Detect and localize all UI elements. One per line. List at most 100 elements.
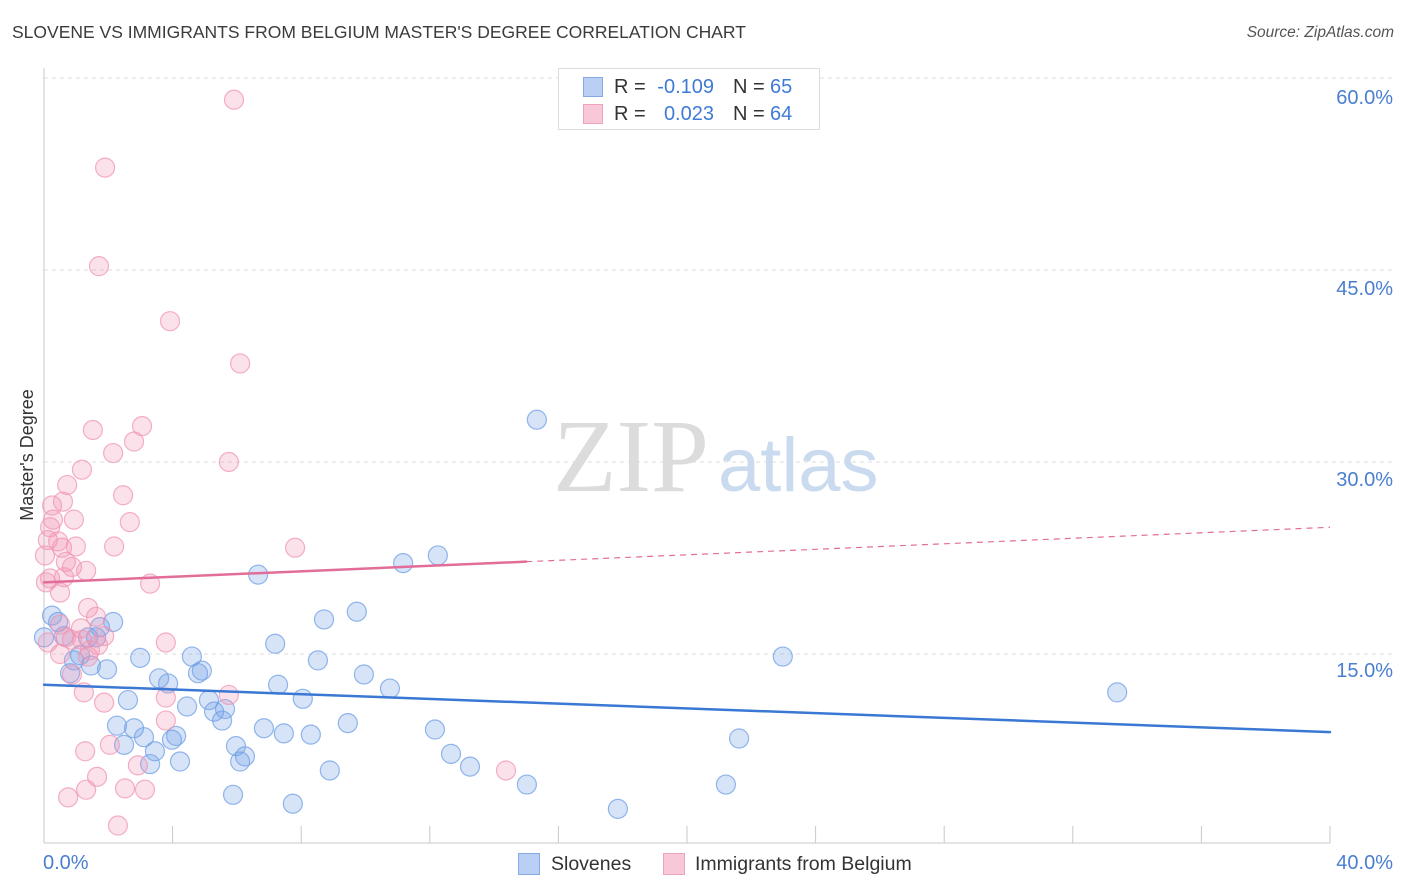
immigrants-from-belgium-point — [218, 451, 239, 473]
slovenes-point — [459, 756, 481, 777]
slovenes-point — [267, 674, 289, 695]
immigrants-from-belgium-point — [284, 537, 306, 558]
slovenes-point — [222, 784, 244, 805]
slovenes-point — [516, 774, 537, 795]
slovenes-point — [440, 743, 462, 764]
y-axis-label: Master's Degree — [17, 389, 37, 520]
immigrants-from-belgium-point — [57, 474, 78, 496]
chart-frame — [43, 68, 1392, 844]
belgium-legend-swatch — [663, 853, 685, 875]
immigrants-from-belgium-point — [119, 512, 140, 533]
immigrants-from-belgium-point — [73, 682, 94, 703]
slovenes-point — [282, 793, 303, 814]
slovenes-point — [117, 689, 139, 711]
immigrants-from-belgium-point — [99, 734, 121, 755]
belgium-r-value: 0.023 — [663, 103, 714, 125]
immigrants-from-belgium-point — [155, 710, 176, 731]
slovenes-point — [346, 601, 367, 622]
immigrants-from-belgium-point — [223, 89, 245, 110]
slovenes-n-value: 65 — [770, 76, 793, 98]
immigrants-from-belgium-point — [107, 815, 129, 836]
immigrants-from-belgium-point — [34, 545, 56, 566]
chart-source: Source: ZipAtlas.com — [1246, 24, 1394, 41]
immigrants-from-belgium-point — [86, 766, 108, 787]
slovenes-point — [169, 751, 191, 772]
slovenes-point — [526, 409, 547, 430]
immigrants-from-belgium-point — [76, 560, 97, 581]
slovenes-point — [393, 553, 414, 574]
slovenes-point — [144, 741, 166, 762]
slovenes-point — [379, 678, 401, 699]
immigrants-from-belgium-point — [94, 157, 116, 178]
slovenes-point — [133, 727, 155, 748]
slovenes-point — [176, 696, 198, 717]
immigrants-from-belgium-point — [112, 485, 134, 506]
immigrants-from-belgium-point — [42, 509, 64, 530]
immigrants-from-belgium-point — [94, 692, 115, 713]
immigrants-from-belgium-point — [82, 419, 103, 441]
slovenes-point — [607, 798, 628, 819]
belgium-legend-label: Immigrants from Belgium — [695, 853, 912, 875]
stats-legend: R = -0.109 N = 65 R = 0.023 N = 64 — [558, 68, 820, 130]
y-tick-label: 45.0% — [1336, 278, 1393, 300]
slovenes-point — [319, 760, 340, 781]
immigrants-from-belgium-point — [159, 311, 181, 332]
slovenes-point — [353, 664, 374, 685]
slovenes-point — [1107, 682, 1128, 703]
slovenes-point — [113, 734, 135, 755]
immigrants-from-belgium-point — [103, 442, 124, 464]
immigrants-from-belgium-point — [71, 459, 93, 480]
data-marks — [33, 89, 1332, 836]
slovenes-point — [772, 646, 793, 667]
immigrants-from-belgium-point — [88, 256, 110, 277]
slovenes-point — [130, 647, 151, 668]
n-label: N = — [733, 76, 765, 98]
immigrants-from-belgium-point — [155, 632, 176, 653]
immigrants-from-belgium-point — [63, 509, 84, 530]
immigrants-from-belgium-point — [77, 646, 99, 667]
slovenes-point — [337, 713, 358, 734]
immigrants-from-belgium-point — [155, 687, 176, 708]
immigrants-from-belgium-point — [114, 778, 136, 799]
y-tick-label: 60.0% — [1336, 87, 1393, 109]
slovenes-point — [265, 633, 286, 654]
immigrants-from-belgium-trend-line-projection — [526, 526, 1331, 563]
slovenes-point — [292, 688, 313, 709]
immigrants-from-belgium-point — [58, 787, 79, 808]
belgium-stats-swatch — [583, 104, 603, 124]
slovenes-legend-swatch — [518, 853, 540, 875]
immigrants-from-belgium-point — [75, 741, 96, 762]
immigrants-from-belgium-point — [218, 684, 239, 706]
slovenes-point — [106, 715, 128, 736]
immigrants-from-belgium-point — [127, 755, 148, 776]
immigrants-from-belgium-point — [49, 643, 71, 665]
slovenes-trend-line — [42, 683, 1332, 734]
x-tick-label: 0.0% — [43, 852, 89, 874]
immigrants-from-belgium-point — [134, 779, 156, 800]
slovenes-point — [715, 774, 737, 795]
watermark: ZIP atlas — [553, 399, 879, 514]
slovenes-point — [313, 609, 335, 630]
r-label: R = — [614, 76, 646, 98]
immigrants-from-belgium-point — [49, 614, 71, 635]
chart-title: SLOVENE VS IMMIGRANTS FROM BELGIUM MASTE… — [12, 22, 746, 42]
slovenes-stats-swatch — [583, 77, 603, 97]
immigrants-from-belgium-point — [65, 536, 86, 557]
slovenes-point — [427, 545, 448, 566]
immigrants-from-belgium-trend-line — [42, 560, 528, 584]
slovenes-point — [212, 710, 233, 731]
watermark-atlas: atlas — [718, 423, 879, 508]
immigrants-from-belgium-point — [52, 491, 74, 512]
slovenes-point — [307, 650, 329, 671]
x-tick-label: 40.0% — [1336, 852, 1393, 874]
immigrants-from-belgium-point — [85, 606, 107, 627]
n-label: N = — [733, 103, 765, 125]
slovenes-point — [96, 659, 118, 680]
slovenes-point — [273, 723, 294, 744]
immigrants-from-belgium-point — [123, 431, 145, 452]
slovenes-point — [191, 660, 212, 681]
slovenes-legend-label: Slovenes — [551, 853, 632, 875]
watermark-zip: ZIP — [553, 399, 709, 514]
immigrants-from-belgium-point — [76, 779, 97, 800]
y-tick-label: 15.0% — [1336, 660, 1393, 682]
